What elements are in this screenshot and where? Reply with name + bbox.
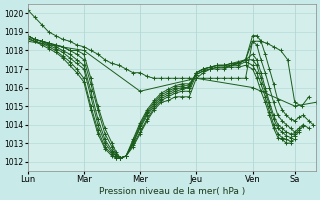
X-axis label: Pression niveau de la mer( hPa ): Pression niveau de la mer( hPa )	[99, 187, 245, 196]
